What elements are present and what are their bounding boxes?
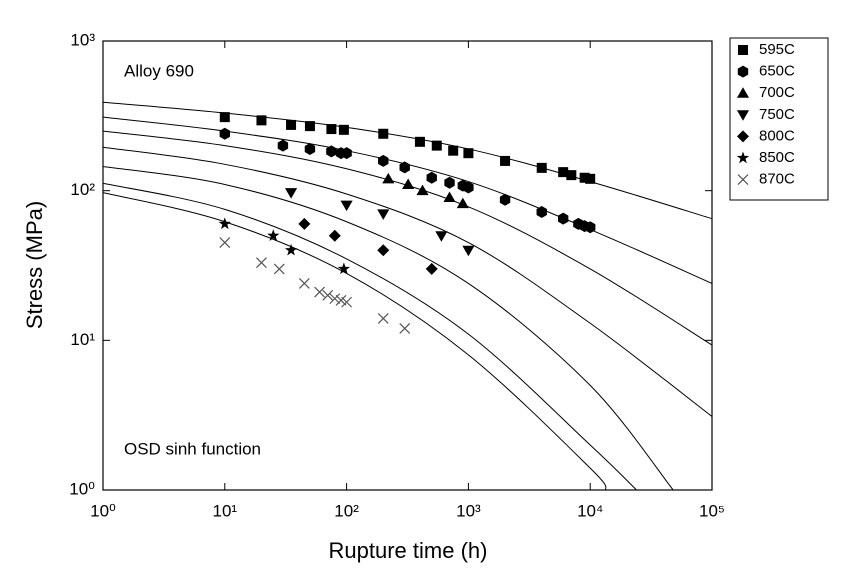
legend-box — [729, 37, 829, 201]
fit-curve — [103, 101, 712, 220]
point — [218, 217, 231, 230]
x-tick-label: 10⁰ — [90, 501, 116, 520]
y-tick-label: 10³ — [70, 30, 95, 49]
point — [329, 293, 341, 305]
point — [340, 200, 353, 212]
point — [219, 112, 230, 123]
fit-curve — [103, 146, 712, 417]
point — [499, 193, 511, 206]
legend-label: 800C — [759, 127, 795, 144]
point — [399, 323, 411, 334]
point — [341, 147, 352, 160]
point — [256, 115, 267, 126]
fit-curve — [103, 166, 674, 490]
point — [402, 178, 415, 189]
x-tick-label: 10¹ — [213, 501, 238, 520]
point — [304, 142, 316, 155]
point — [585, 221, 596, 234]
y-tick-label: 10² — [70, 180, 95, 199]
point — [273, 263, 285, 275]
point — [579, 172, 590, 183]
point — [378, 154, 389, 167]
point — [219, 237, 231, 248]
point — [456, 197, 469, 209]
x-axis-title: Rupture time (h) — [329, 538, 488, 563]
legend-label: 700C — [759, 84, 795, 101]
legend-label: 595C — [759, 41, 795, 58]
x-tick-label: 10⁴ — [577, 501, 603, 520]
point — [382, 172, 395, 184]
point — [448, 145, 459, 156]
point — [277, 139, 289, 152]
point — [399, 161, 410, 174]
point — [256, 257, 267, 269]
point — [219, 127, 230, 140]
legend-marker — [737, 65, 749, 78]
point — [536, 162, 547, 173]
legend-marker — [736, 87, 750, 98]
point — [463, 181, 474, 194]
point — [500, 155, 511, 166]
point — [443, 191, 456, 203]
legend-label: 750C — [759, 106, 795, 123]
fit-curve — [103, 182, 637, 490]
y-axis-title: Stress (MPa) — [22, 201, 47, 329]
legend-marker — [738, 45, 748, 55]
fit-curve — [103, 192, 607, 490]
curves — [103, 101, 712, 490]
point — [414, 136, 425, 147]
point — [304, 121, 315, 132]
y-tick-label: 10⁰ — [69, 479, 95, 498]
legend-marker — [737, 174, 749, 186]
point — [431, 140, 442, 151]
point — [377, 313, 389, 324]
point — [298, 278, 310, 289]
point — [337, 262, 351, 275]
legend-label: 850C — [759, 149, 795, 166]
x-tick-label: 10² — [334, 501, 359, 520]
point — [286, 119, 297, 130]
x-tick-label: 10³ — [456, 501, 481, 520]
point — [326, 145, 337, 158]
point — [462, 245, 475, 257]
point — [378, 128, 389, 139]
point — [558, 167, 569, 178]
point — [585, 173, 596, 184]
point — [536, 206, 547, 219]
point — [435, 231, 448, 242]
point — [314, 286, 326, 298]
point — [326, 124, 337, 135]
y-tick-label: 10¹ — [70, 330, 95, 349]
point — [444, 176, 455, 189]
legend-marker — [737, 130, 749, 143]
legend-marker — [736, 110, 750, 121]
point — [416, 184, 429, 196]
point — [338, 124, 349, 135]
legend-label: 650C — [759, 63, 795, 80]
point — [284, 243, 298, 256]
point — [426, 171, 437, 184]
fit-curve — [103, 116, 712, 284]
point — [377, 209, 390, 220]
point — [298, 217, 311, 230]
point — [566, 170, 577, 181]
point — [557, 212, 569, 225]
annotation: OSD sinh function — [124, 439, 261, 458]
annotation: Alloy 690 — [124, 61, 194, 80]
x-tick-label: 10⁵ — [699, 501, 725, 520]
point — [377, 244, 390, 257]
legend-label: 870C — [759, 171, 795, 188]
point — [463, 148, 474, 159]
point — [285, 188, 298, 199]
plot-frame — [102, 40, 713, 491]
point — [328, 229, 341, 242]
point — [425, 262, 438, 275]
point — [267, 229, 280, 241]
legend-marker — [736, 151, 750, 164]
point — [322, 289, 334, 301]
point — [341, 296, 353, 308]
